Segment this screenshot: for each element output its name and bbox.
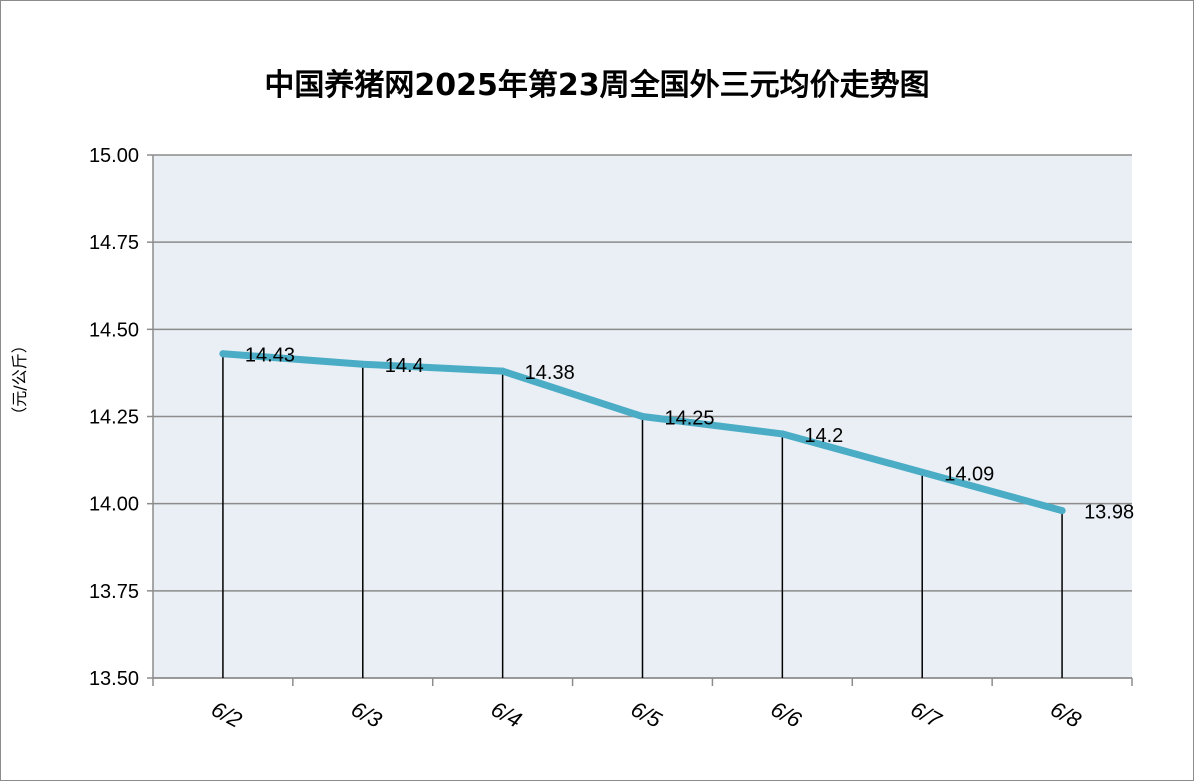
data-label: 14.25 xyxy=(665,408,715,430)
x-tick-label: 6/3 xyxy=(347,696,386,733)
data-point xyxy=(778,430,786,438)
y-tick-label: 15.00 xyxy=(89,145,139,167)
x-tick-label: 6/5 xyxy=(627,696,666,733)
x-tick-label: 6/6 xyxy=(767,696,806,733)
data-label: 14.38 xyxy=(525,362,575,384)
data-point xyxy=(1058,507,1066,515)
data-point xyxy=(639,413,646,420)
x-tick-label: 6/2 xyxy=(207,696,246,732)
y-tick-label: 13.75 xyxy=(89,581,139,603)
x-tick-label: 6/8 xyxy=(1046,696,1085,733)
y-tick-label: 14.25 xyxy=(89,407,139,429)
chart-title: 中国养猪网2025年第23周全国外三元均价走势图 xyxy=(264,68,930,103)
data-label: 14.2 xyxy=(804,425,843,447)
y-tick-label: 14.50 xyxy=(89,319,139,341)
data-point xyxy=(219,350,227,358)
x-tick-label: 6/4 xyxy=(487,696,526,732)
y-tick-label: 14.75 xyxy=(89,232,139,254)
data-point xyxy=(359,360,367,368)
data-label: 13.98 xyxy=(1084,502,1134,524)
y-tick-label: 13.50 xyxy=(89,668,139,690)
data-point xyxy=(918,468,926,476)
x-tick-label: 6/7 xyxy=(907,696,946,733)
data-label: 14.43 xyxy=(245,345,295,367)
data-label: 14.4 xyxy=(385,355,424,377)
data-point xyxy=(499,367,507,375)
y-tick-label: 14.00 xyxy=(89,494,139,516)
data-label: 14.09 xyxy=(944,463,994,485)
